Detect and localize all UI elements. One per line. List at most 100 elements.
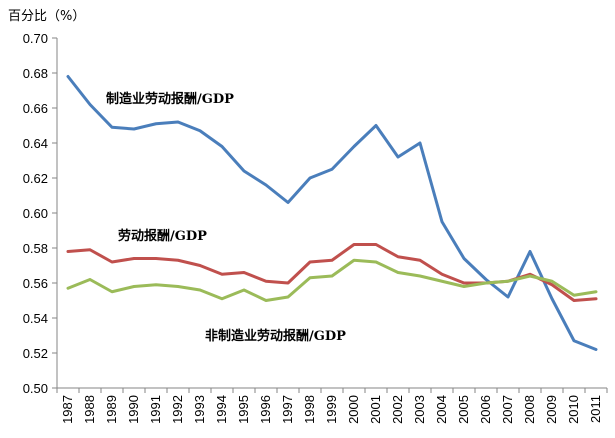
y-tick-label: 0.58 — [23, 241, 48, 256]
data-point — [66, 75, 70, 78]
data-point — [396, 271, 400, 274]
x-tick-label: 2009 — [544, 395, 559, 424]
annotation-manufacturing: 制造业劳动报酬/GDP — [106, 91, 234, 107]
data-point — [484, 281, 488, 285]
x-tick-label: 2001 — [368, 395, 383, 424]
x-axis: 1987 1988 1989 1990 1991 1992 1993 1994 1995 1996… — [56, 387, 608, 424]
data-point — [374, 124, 378, 127]
data-point — [396, 255, 400, 258]
x-tick-label: 1988 — [82, 395, 97, 424]
data-point — [308, 260, 312, 264]
data-point — [264, 299, 268, 302]
data-point — [506, 280, 510, 283]
data-point — [220, 145, 224, 148]
x-tick-label: 1990 — [126, 395, 141, 424]
data-point — [242, 271, 246, 274]
y-tick-label: 0.66 — [23, 101, 48, 116]
x-tick-label: 1992 — [170, 395, 185, 424]
x-tick-label: 2006 — [478, 395, 493, 424]
data-point — [440, 273, 444, 276]
data-point — [374, 260, 378, 264]
data-point — [308, 176, 312, 180]
data-point — [528, 274, 532, 278]
y-tick-label: 0.70 — [23, 31, 48, 46]
data-point — [198, 264, 202, 267]
x-tick-label: 1995 — [236, 395, 251, 424]
x-tick-label: 1993 — [192, 395, 207, 424]
x-tick-label: 2000 — [346, 395, 361, 424]
y-tick-label: 0.54 — [23, 311, 48, 326]
data-point — [418, 259, 422, 262]
data-point — [484, 278, 488, 281]
data-point — [176, 259, 180, 262]
data-point — [154, 257, 158, 260]
y-tick-label: 0.50 — [23, 381, 48, 396]
data-point — [462, 281, 466, 285]
x-tick-label: 2003 — [412, 395, 427, 424]
x-tick-label: 1998 — [302, 395, 317, 424]
series-line — [66, 258, 598, 302]
data-point — [66, 250, 70, 253]
data-point — [88, 278, 92, 281]
unit-label: 百分比（%） — [8, 9, 85, 24]
x-tick-label: 1997 — [280, 395, 295, 424]
data-point — [550, 283, 554, 286]
data-point — [572, 299, 576, 302]
data-point — [154, 122, 158, 125]
data-point — [352, 145, 356, 148]
data-point — [330, 259, 334, 262]
data-point — [264, 183, 268, 187]
data-point — [396, 155, 400, 159]
data-point — [132, 257, 136, 260]
data-point — [132, 127, 136, 131]
data-point — [154, 283, 158, 286]
x-tick-label: 2004 — [434, 395, 449, 424]
x-tick-label: 1987 — [60, 395, 75, 424]
data-point — [440, 220, 444, 223]
data-point — [572, 339, 576, 342]
y-axis: 0.50 0.52 0.54 0.56 0.58 0.60 0.62 0.64 0.66 0.68… — [23, 31, 58, 396]
x-tick-label: 1991 — [148, 395, 163, 424]
x-tick-label: 1989 — [104, 395, 119, 424]
data-point — [440, 280, 444, 283]
data-point — [286, 281, 290, 285]
data-point — [132, 285, 136, 288]
data-point — [418, 141, 422, 145]
data-point — [110, 290, 114, 293]
x-tick-label: 2011 — [588, 395, 603, 423]
data-point — [594, 348, 598, 351]
series-line — [66, 243, 598, 302]
data-point — [418, 274, 422, 278]
annotation-labor-share: 劳动报酬/GDP — [118, 228, 207, 244]
data-point — [110, 126, 114, 129]
data-point — [88, 103, 92, 106]
y-tick-label: 0.60 — [23, 206, 48, 221]
data-point — [462, 285, 466, 288]
data-point — [352, 259, 356, 262]
data-point — [352, 243, 356, 246]
data-point — [176, 120, 180, 124]
data-point — [374, 243, 378, 246]
data-point — [550, 280, 554, 283]
x-tick-label: 2007 — [500, 395, 515, 424]
y-tick-label: 0.68 — [23, 66, 48, 81]
y-tick-label: 0.52 — [23, 346, 48, 361]
x-tick-label: 2010 — [566, 395, 581, 424]
data-point — [330, 274, 334, 278]
data-point — [286, 295, 290, 299]
y-tick-label: 0.56 — [23, 276, 48, 291]
x-tick-label: 1994 — [214, 395, 229, 424]
x-tick-label: 2005 — [456, 395, 471, 424]
data-point — [594, 290, 598, 293]
data-point — [242, 169, 246, 173]
data-point — [110, 260, 114, 264]
data-point — [330, 168, 334, 171]
data-point — [264, 280, 268, 283]
data-point — [242, 288, 246, 292]
data-point — [198, 129, 202, 132]
data-point — [594, 297, 598, 300]
data-point — [220, 297, 224, 300]
data-point — [308, 276, 312, 279]
data-point — [176, 285, 180, 288]
